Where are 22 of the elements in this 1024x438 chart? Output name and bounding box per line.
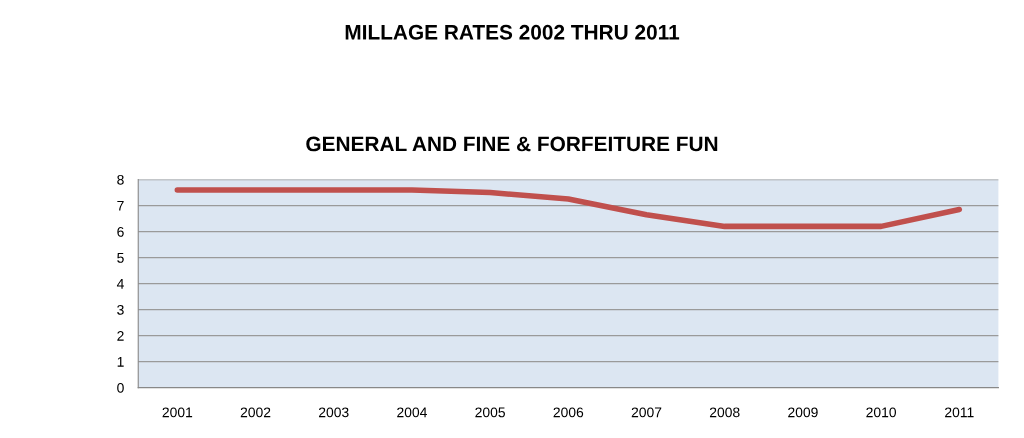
y-tick-label: 4 [116, 279, 124, 289]
x-tick-label: 2003 [318, 407, 349, 418]
x-tick-label: 2004 [397, 407, 427, 418]
y-tick-label: 3 [117, 304, 124, 315]
x-tick-label: 2002 [240, 407, 271, 418]
y-tick-label: 7 [117, 201, 124, 211]
y-tick-label: 5 [117, 253, 124, 263]
y-tick-label: 8 [117, 174, 124, 185]
x-tick-label: 2006 [553, 407, 584, 418]
x-tick-label: 2008 [709, 407, 740, 418]
x-tick-label: 2001 [162, 407, 193, 418]
x-tick-label: 2009 [788, 407, 818, 418]
y-tick-label: 6 [117, 226, 124, 237]
chart-subtitle: GENERAL AND FINE & FORFEITURE FUN [306, 136, 718, 152]
y-tick-label: 2 [117, 330, 124, 341]
x-tick-label: 2010 [866, 407, 897, 418]
x-tick-label: 2007 [631, 407, 662, 418]
y-tick-label: 0 [117, 382, 124, 393]
chart-title: MILLAGE RATES 2002 THRU 2011 [345, 24, 680, 40]
y-tick-label: 1 [117, 357, 124, 367]
x-tick-label: 2011 [945, 407, 974, 418]
x-tick-label: 2005 [475, 407, 505, 418]
